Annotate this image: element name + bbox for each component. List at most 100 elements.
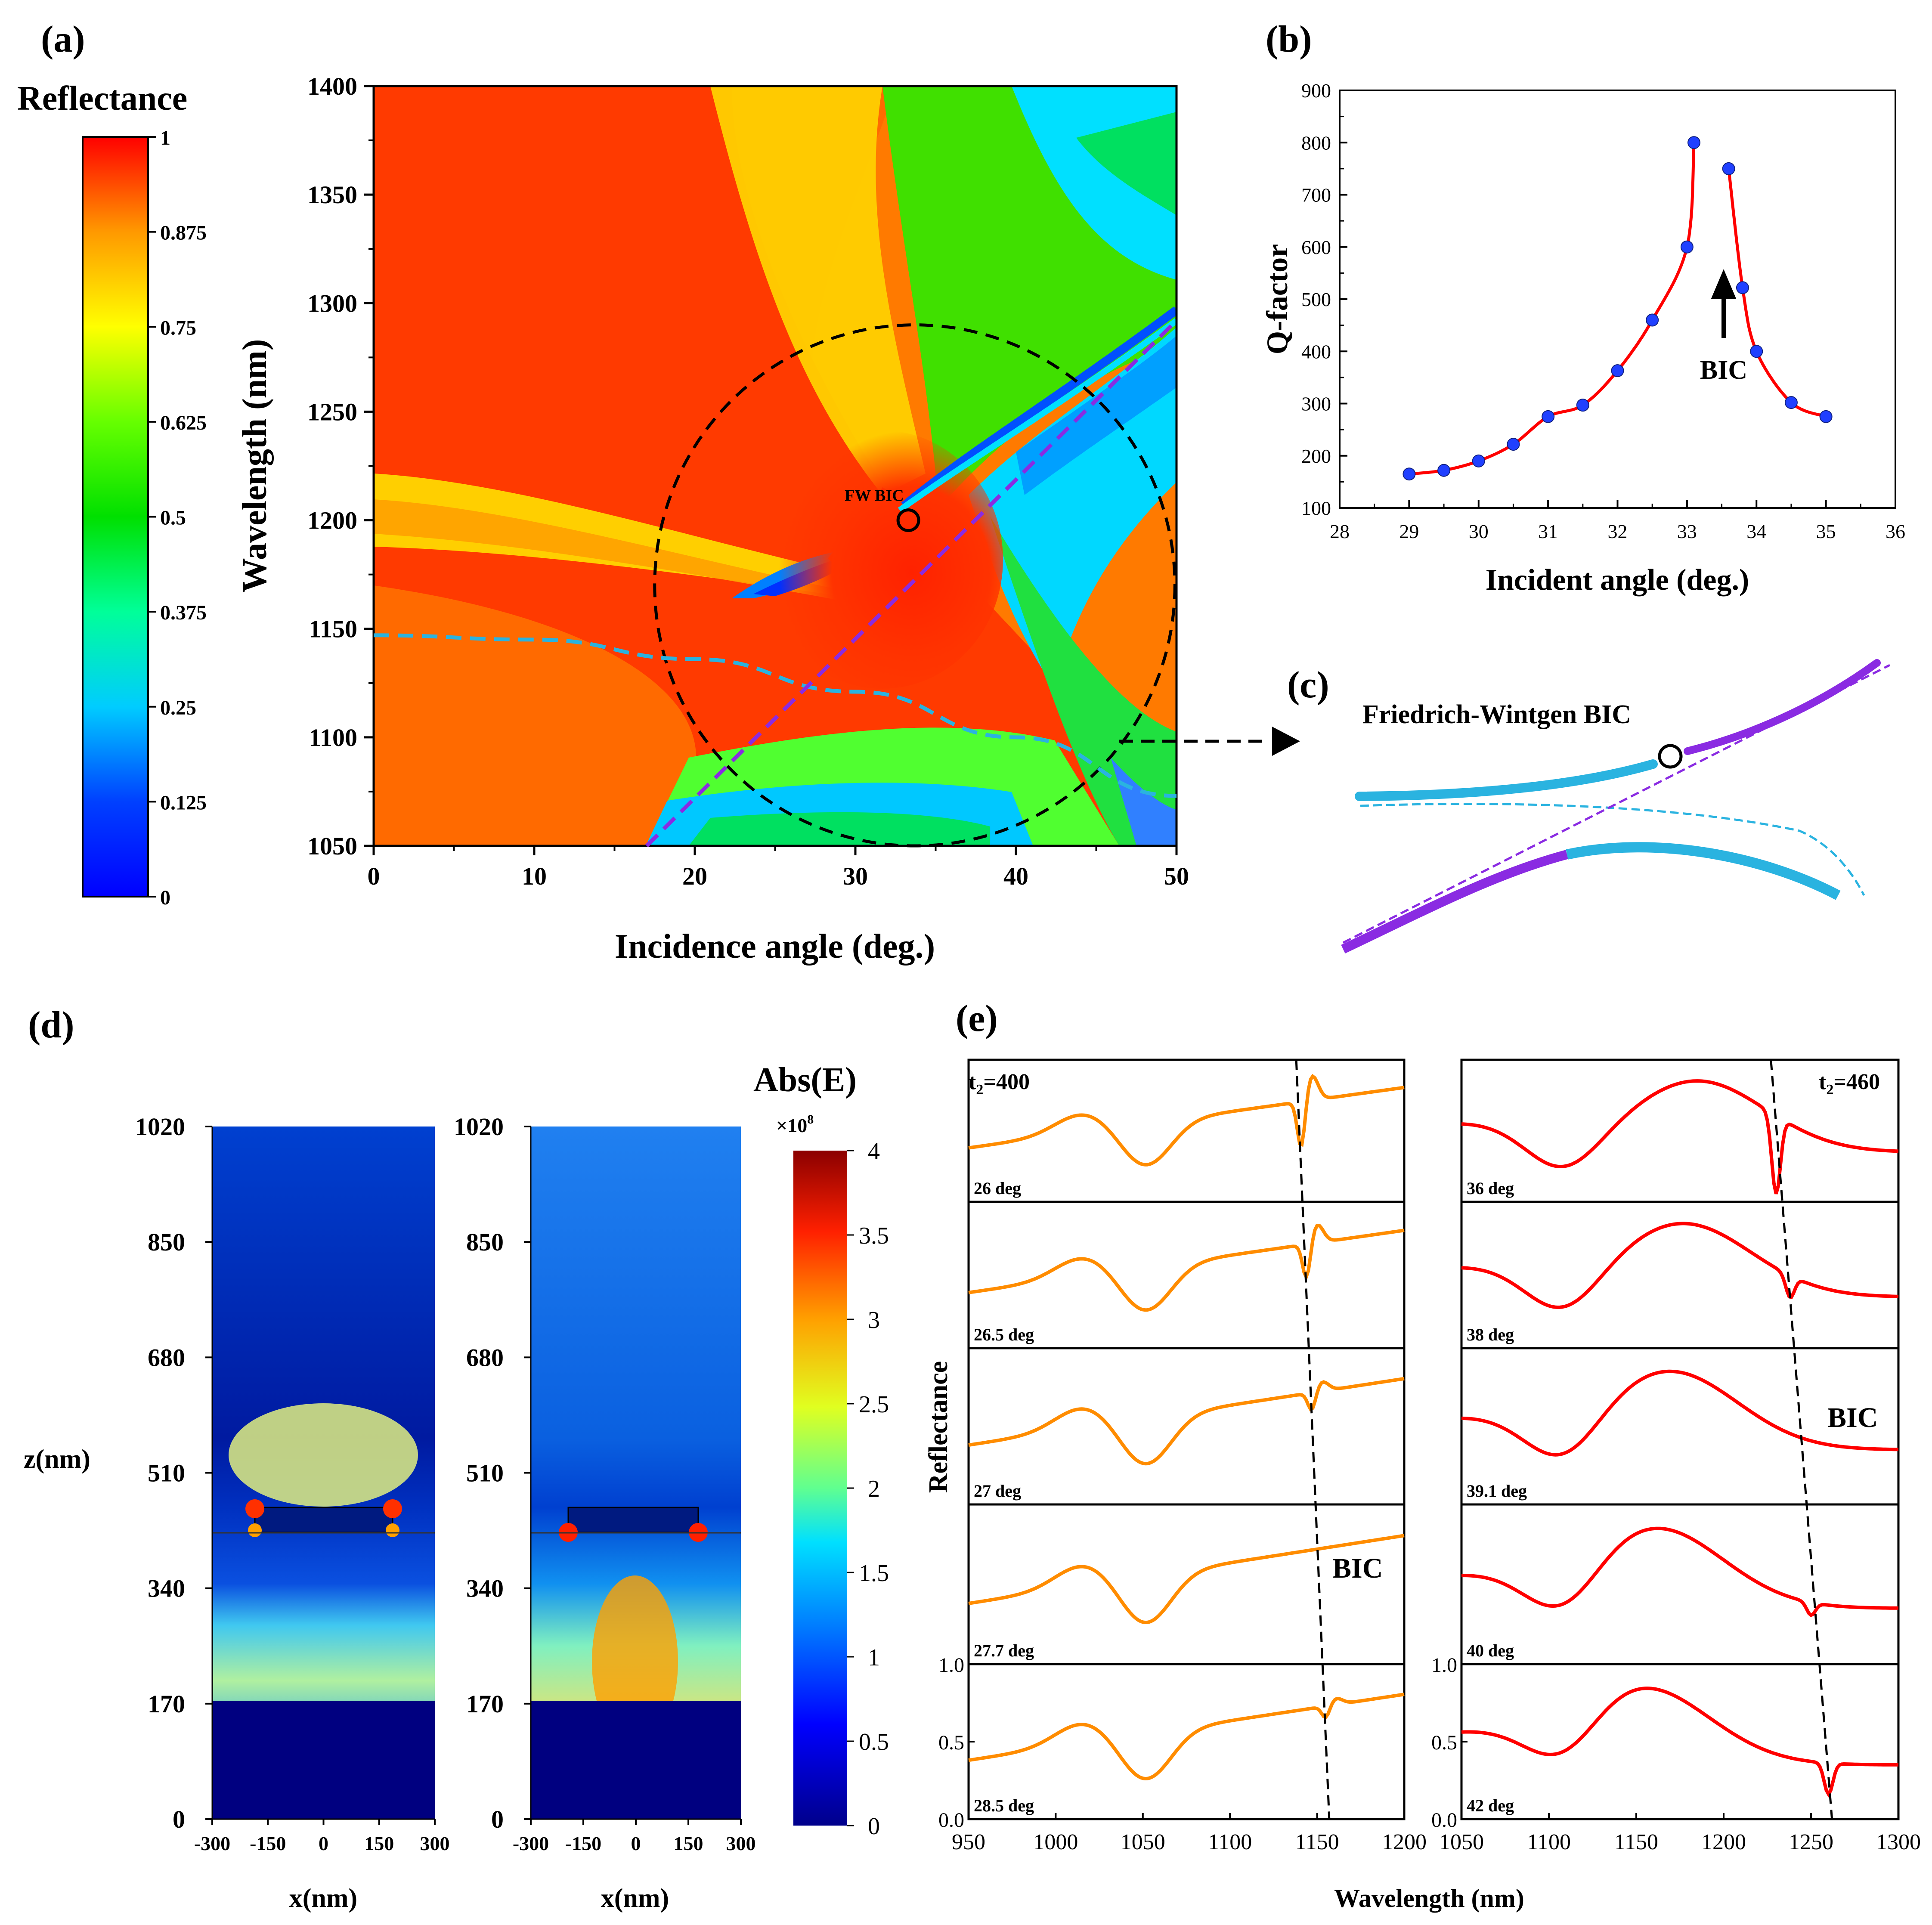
ytick-label-a: 1150 bbox=[309, 615, 357, 643]
xtick-label-e: 1200 bbox=[1701, 1830, 1746, 1854]
ytick-label-e: 0.5 bbox=[1431, 1731, 1457, 1754]
angle-label: 36 deg bbox=[1467, 1179, 1514, 1198]
qfactor-point bbox=[1542, 410, 1555, 423]
ztick-label-d: 510 bbox=[148, 1459, 185, 1487]
qfactor-point bbox=[1576, 399, 1589, 412]
ytick-label-a: 1100 bbox=[309, 724, 357, 752]
angle-label: 40 deg bbox=[1467, 1641, 1514, 1660]
t2-left: t2=400 bbox=[969, 1070, 1030, 1098]
spectrum-line bbox=[1461, 1526, 1898, 1618]
xtick-label-a: 10 bbox=[522, 862, 547, 890]
ytick-label-a: 1050 bbox=[307, 832, 357, 860]
angle-label: 27.7 deg bbox=[974, 1641, 1034, 1660]
qfactor-point bbox=[1472, 454, 1485, 467]
xtick-label-e: 1050 bbox=[1439, 1830, 1484, 1854]
xtick-label-b: 29 bbox=[1399, 520, 1419, 542]
xtick-label-a: 30 bbox=[843, 862, 868, 890]
fw-bic-title: Friedrich-Wintgen BIC bbox=[1362, 700, 1631, 729]
xtick-label-e: 1050 bbox=[1121, 1830, 1165, 1854]
panel-label-c: (c) bbox=[1287, 664, 1329, 706]
colorbar-d-ticks: 0 0.5 1 1.5 2 2.5 3 3.5 4 bbox=[847, 1138, 889, 1840]
panel-label-b: (b) bbox=[1266, 19, 1312, 60]
spectrum-line bbox=[968, 1534, 1405, 1625]
ytick-label-b: 100 bbox=[1301, 497, 1331, 519]
ytick-label-e: 1.0 bbox=[938, 1654, 964, 1677]
xtick-label-d: -150 bbox=[565, 1832, 601, 1854]
spectrum-frame bbox=[1460, 1663, 1900, 1820]
xtick-label-b: 30 bbox=[1469, 520, 1489, 542]
bic-guide-line bbox=[1770, 1059, 1833, 1820]
resonator-left bbox=[254, 1507, 393, 1533]
ztick-label-d: 340 bbox=[466, 1575, 504, 1603]
xtick-label-e: 1200 bbox=[1382, 1830, 1427, 1854]
field-map-left bbox=[212, 1127, 435, 1819]
purple-dashed-line bbox=[645, 319, 1178, 848]
xtick-label-a: 40 bbox=[1003, 862, 1028, 890]
cb-tick-label-a: 0.75 bbox=[160, 316, 196, 339]
ytick-label-e: 0.5 bbox=[938, 1731, 964, 1754]
panel-e-spectra: 26 deg 26.5 deg 27 deg 27.7 deg 28.5 deg 950 1… bbox=[924, 1058, 1921, 1913]
dashed-circle bbox=[653, 323, 1177, 848]
ztick-label-d: 170 bbox=[466, 1690, 504, 1718]
panel-a-heatmap: Reflectance 00.1250.250.3750.50.6250.750… bbox=[17, 72, 1300, 966]
bic-arrow-b bbox=[1711, 269, 1737, 338]
qfactor-point bbox=[1736, 281, 1749, 294]
colorbar-d-scale: ×108 bbox=[776, 1112, 814, 1136]
fw-bic-point-c bbox=[1658, 744, 1683, 769]
xtick-label-e: 950 bbox=[952, 1830, 985, 1854]
cb-tick-label-d: 2 bbox=[868, 1476, 880, 1502]
ztick-label-d: 850 bbox=[148, 1228, 185, 1256]
xlabel-e: Wavelength (nm) bbox=[1334, 1884, 1524, 1913]
xtick-label-d: 150 bbox=[674, 1832, 703, 1854]
spectrum-line bbox=[968, 1224, 1405, 1312]
cb-tick-label-d: 1 bbox=[868, 1644, 880, 1671]
colorbar-d bbox=[793, 1151, 847, 1826]
xtick-label-e: 1150 bbox=[1295, 1830, 1339, 1854]
bic-label-e-right: BIC bbox=[1827, 1402, 1878, 1433]
angle-label: 26.5 deg bbox=[974, 1325, 1034, 1344]
xtick-label-d: 300 bbox=[726, 1832, 756, 1854]
ytick-label-b: 800 bbox=[1301, 132, 1331, 154]
qfactor-point bbox=[1784, 396, 1798, 409]
axes-b: 28 29 30 31 32 33 34 35 36 100 200 300 400 500 600 700 8… bbox=[1301, 80, 1905, 542]
cb-tick-label-d: 3.5 bbox=[859, 1222, 889, 1249]
fw-bic-marker bbox=[896, 508, 920, 532]
spectrum-line bbox=[1461, 1222, 1899, 1309]
ylabel-a: Wavelength (nm) bbox=[236, 339, 274, 593]
cb-tick-label-a: 0 bbox=[160, 886, 170, 909]
xtick-label-d: 150 bbox=[364, 1832, 394, 1854]
xtick-label-d: -150 bbox=[250, 1832, 286, 1854]
xtick-label-b: 35 bbox=[1816, 520, 1836, 542]
axes-a: 0 10 20 30 40 50 1050 1100 1150 1200 1250 1300 1350 1… bbox=[307, 72, 1189, 890]
spectrum-line bbox=[1461, 1687, 1899, 1798]
ytick-label-e: 1.0 bbox=[1431, 1654, 1457, 1677]
ztick-label-d: 0 bbox=[173, 1805, 185, 1833]
xlabel-b: Incident angle (deg.) bbox=[1486, 563, 1749, 597]
xtick-label-b: 28 bbox=[1330, 520, 1350, 542]
bic-guide-line bbox=[1295, 1059, 1331, 1820]
spectrum-line bbox=[968, 1693, 1405, 1781]
ztick-label-d: 680 bbox=[148, 1343, 185, 1371]
spectra-left: 26 deg 26.5 deg 27 deg 27.7 deg 28.5 deg 950 1… bbox=[938, 1058, 1427, 1854]
spectrum-line bbox=[968, 1377, 1405, 1466]
cb-tick-label-a: 0.5 bbox=[160, 507, 186, 529]
angle-label: 28.5 deg bbox=[974, 1796, 1034, 1815]
cb-tick-label-a: 0.625 bbox=[160, 412, 207, 434]
panel-label-e: (e) bbox=[956, 998, 998, 1040]
ytick-label-b: 500 bbox=[1301, 288, 1331, 310]
xtick-label-e: 1250 bbox=[1789, 1830, 1833, 1854]
cyan-dashed-curve bbox=[373, 633, 1177, 798]
ylabel-b: Q-factor bbox=[1261, 244, 1294, 355]
ztick-label-d: 170 bbox=[148, 1690, 185, 1718]
ylabel-d: z(nm) bbox=[24, 1445, 90, 1474]
axes-d: 0 170 340 510 680 850 1020 -300 -150 0 150 300 0 170 3… bbox=[135, 1113, 756, 1854]
xtick-label-b: 34 bbox=[1746, 520, 1766, 542]
xtick-label-b: 31 bbox=[1538, 520, 1558, 542]
t2-right: t2=460 bbox=[1819, 1070, 1880, 1098]
qfactor-point bbox=[1819, 410, 1833, 423]
qfactor-point bbox=[1680, 240, 1694, 254]
qfactor-point bbox=[1437, 464, 1451, 477]
ytick-label-e: 0.0 bbox=[938, 1809, 964, 1832]
xlabel-d-left: x(nm) bbox=[289, 1884, 357, 1913]
cb-tick-label-a: 0.875 bbox=[160, 222, 207, 244]
